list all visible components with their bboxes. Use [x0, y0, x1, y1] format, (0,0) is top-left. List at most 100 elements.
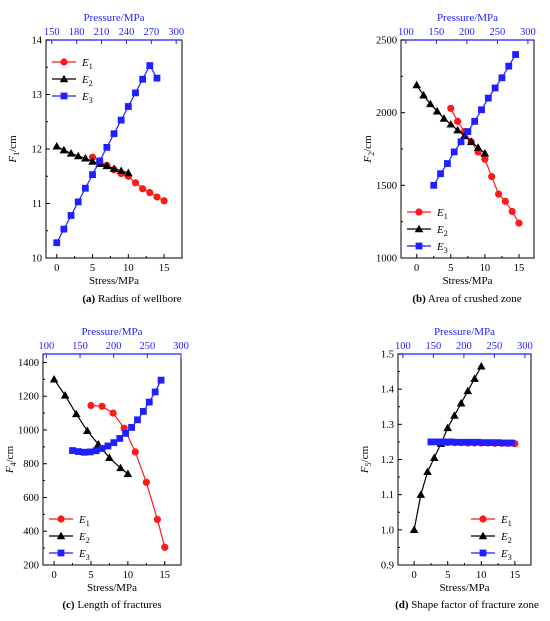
panel-caption: (b) Area of crushed zone: [412, 293, 521, 305]
data-point: [142, 478, 150, 486]
data-point: [474, 438, 482, 446]
legend-marker: [479, 515, 487, 523]
data-point: [49, 375, 59, 383]
data-point: [60, 391, 70, 399]
x2-tick-label: 150: [44, 27, 60, 38]
x2-tick-label: 240: [119, 27, 135, 38]
x-tick-label: 15: [160, 570, 171, 581]
data-point: [53, 239, 61, 247]
y-tick-label: 12: [32, 145, 43, 156]
x-tick-label: 5: [88, 570, 93, 581]
x2-tick-label: 150: [429, 27, 445, 38]
x2-tick-label: 210: [94, 27, 110, 38]
y-tick-label: 1.1: [381, 490, 394, 501]
data-point: [60, 225, 68, 233]
legend-marker: [415, 208, 423, 216]
data-point: [467, 438, 475, 446]
legend-label: E1: [81, 57, 93, 71]
data-point: [430, 181, 438, 189]
x-tick-label: 0: [51, 570, 56, 581]
y-axis-label: F2/cm: [362, 135, 376, 164]
legend: E1 E2 E3: [49, 514, 90, 562]
data-point: [81, 184, 89, 192]
data-point: [59, 145, 69, 154]
data-point: [447, 104, 455, 112]
data-point: [447, 438, 455, 446]
data-point: [409, 525, 419, 534]
data-point: [160, 197, 168, 205]
legend-label: E2: [81, 74, 93, 88]
x2-tick-label: 200: [106, 341, 122, 352]
data-point: [92, 447, 100, 455]
legend-label: E3: [81, 91, 93, 105]
data-point: [71, 409, 81, 418]
y-tick-label: 10: [32, 254, 43, 265]
data-point: [74, 198, 82, 206]
panel-caption: (c) Length of fractures: [62, 599, 161, 611]
data-point: [456, 398, 466, 407]
data-point: [139, 185, 147, 193]
legend-marker: [59, 74, 69, 83]
legend-label: E2: [78, 531, 90, 545]
x2-tick-label: 270: [143, 27, 159, 38]
y-tick-label: 1500: [376, 181, 397, 192]
data-point: [434, 438, 442, 446]
data-point: [481, 439, 489, 447]
x2-tick-label: 200: [456, 341, 472, 352]
y-axis-label: F1/cm: [7, 135, 21, 164]
x-tick-label: 10: [123, 263, 134, 274]
data-point: [102, 161, 112, 170]
data-point: [52, 141, 62, 150]
data-point: [103, 143, 111, 151]
data-point: [461, 438, 468, 446]
data-point: [98, 445, 106, 452]
x2-tick-label: 300: [520, 27, 536, 38]
data-point: [134, 416, 141, 424]
x2-tick-label: 250: [139, 341, 155, 352]
legend-marker: [478, 531, 488, 540]
data-point: [66, 149, 76, 157]
x2-tick-label: 300: [168, 27, 184, 38]
y-tick-label: 13: [32, 90, 43, 101]
data-point: [146, 62, 154, 70]
data-point: [131, 448, 139, 456]
y-tick-label: 1.0: [381, 525, 394, 536]
data-point: [98, 402, 106, 410]
y-tick-label: 200: [23, 561, 39, 572]
series-3: [69, 376, 165, 456]
x2-tick-label: 250: [490, 27, 506, 38]
data-point: [104, 442, 112, 450]
data-point: [481, 155, 489, 163]
data-point: [161, 543, 169, 551]
x2-axis-label: Pressure/MPa: [437, 12, 498, 24]
legend-label: E1: [500, 514, 512, 528]
x2-axis-label: Pressure/MPa: [434, 326, 495, 338]
x2-axis-label: Pressure/MPa: [83, 12, 144, 24]
y-tick-label: 1.3: [381, 420, 394, 431]
data-point: [109, 409, 117, 417]
x2-tick-label: 150: [72, 341, 88, 352]
data-point: [157, 376, 165, 384]
data-point: [450, 411, 459, 419]
data-point: [122, 429, 130, 437]
legend-label: E3: [500, 548, 512, 562]
y-tick-label: 1.5: [381, 350, 394, 361]
y-tick-label: 14: [32, 36, 43, 47]
series-2: [52, 141, 133, 177]
data-point: [132, 89, 139, 97]
data-point: [488, 173, 496, 181]
data-point: [487, 439, 495, 447]
series-line: [413, 366, 482, 530]
y-tick-label: 400: [23, 527, 39, 538]
data-point: [450, 148, 458, 156]
data-point: [131, 179, 140, 187]
data-point: [508, 439, 515, 447]
data-point: [463, 386, 473, 395]
x-axis-label: Stress/MPa: [89, 275, 139, 287]
series-2: [412, 80, 490, 157]
x-tick-label: 5: [445, 570, 450, 581]
legend-marker: [415, 242, 423, 250]
y-tick-label: 1.4: [381, 385, 395, 396]
data-point: [423, 467, 432, 476]
